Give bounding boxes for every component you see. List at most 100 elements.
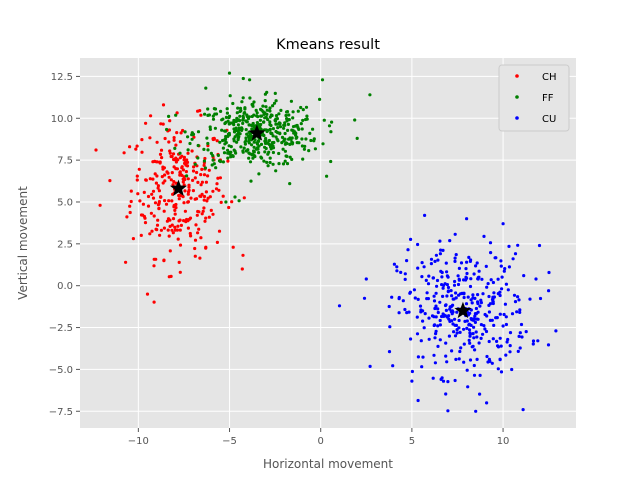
- data-point: [168, 218, 172, 222]
- data-point: [238, 114, 242, 118]
- data-point: [510, 367, 514, 372]
- data-point: [265, 90, 269, 94]
- y-tick-label: 12.5: [51, 72, 73, 83]
- data-point: [504, 315, 508, 319]
- data-point: [158, 152, 163, 156]
- data-point: [327, 124, 332, 128]
- data-point: [416, 242, 420, 247]
- data-point: [172, 180, 176, 184]
- data-point: [390, 295, 394, 299]
- data-point: [247, 123, 251, 127]
- data-point: [136, 192, 140, 196]
- data-point: [186, 200, 190, 204]
- data-point: [272, 101, 277, 105]
- data-point: [155, 228, 159, 232]
- centroid-star-icon: [454, 301, 472, 319]
- data-point: [231, 245, 235, 249]
- data-point: [452, 297, 456, 301]
- data-point: [477, 269, 481, 273]
- data-point: [297, 141, 301, 145]
- data-point: [387, 350, 392, 354]
- data-point: [443, 303, 448, 308]
- data-point: [248, 136, 252, 140]
- data-point: [453, 256, 457, 260]
- data-point: [191, 189, 195, 193]
- data-point: [489, 278, 493, 282]
- data-point: [182, 158, 186, 162]
- data-point: [487, 294, 491, 299]
- data-point: [226, 156, 230, 160]
- data-point: [220, 118, 224, 122]
- data-point: [203, 112, 207, 116]
- data-point: [151, 177, 155, 181]
- data-point: [488, 241, 493, 245]
- data-point: [164, 202, 169, 206]
- data-point: [392, 262, 396, 266]
- data-point: [446, 285, 451, 290]
- data-point: [475, 335, 479, 339]
- data-point: [301, 157, 305, 161]
- data-point: [151, 189, 156, 193]
- data-point: [423, 312, 427, 316]
- y-tick-label: −5.0: [49, 365, 73, 376]
- data-point: [171, 231, 175, 235]
- data-point: [179, 223, 183, 227]
- data-point: [501, 222, 505, 226]
- data-point: [286, 122, 290, 126]
- data-point: [484, 264, 488, 268]
- x-tick-label: 10: [497, 436, 510, 447]
- data-point: [176, 224, 180, 228]
- data-point: [472, 373, 477, 377]
- data-point: [508, 350, 512, 354]
- data-point: [235, 140, 239, 144]
- data-point: [261, 133, 266, 137]
- data-point: [239, 145, 243, 149]
- data-point: [511, 257, 515, 261]
- data-point: [487, 339, 491, 344]
- data-point: [156, 218, 160, 222]
- data-point: [226, 148, 230, 152]
- data-point: [291, 116, 295, 120]
- data-point: [207, 168, 211, 172]
- data-point: [438, 239, 442, 243]
- data-point: [207, 215, 211, 219]
- data-point: [467, 255, 471, 259]
- data-point: [208, 127, 212, 131]
- data-point: [199, 236, 203, 240]
- data-point: [186, 151, 190, 155]
- data-point: [284, 113, 288, 118]
- data-point: [128, 145, 132, 149]
- data-point: [242, 111, 246, 115]
- data-point: [202, 159, 206, 163]
- data-point: [154, 181, 158, 185]
- data-point: [399, 270, 403, 274]
- data-point: [270, 131, 274, 136]
- data-point: [300, 127, 304, 131]
- data-point: [506, 288, 510, 292]
- data-point: [531, 342, 535, 346]
- data-point: [259, 114, 263, 118]
- data-point: [416, 355, 420, 359]
- data-point: [496, 277, 500, 281]
- y-tick-label: 5.0: [57, 197, 73, 208]
- legend-label-ch: CH: [542, 72, 557, 83]
- data-point: [499, 264, 503, 268]
- data-point: [491, 297, 495, 301]
- data-point: [156, 184, 160, 188]
- data-point: [297, 127, 301, 131]
- data-point: [409, 337, 413, 341]
- data-point: [487, 303, 491, 307]
- data-point: [242, 146, 246, 150]
- data-point: [469, 277, 473, 281]
- data-point: [196, 130, 201, 134]
- data-point: [479, 323, 483, 327]
- data-point: [244, 128, 248, 132]
- data-point: [318, 97, 322, 101]
- data-point: [491, 337, 495, 341]
- data-point: [276, 126, 280, 130]
- data-point: [433, 336, 437, 340]
- data-point: [240, 267, 244, 271]
- data-point: [94, 148, 98, 152]
- data-point: [193, 176, 197, 180]
- data-point: [230, 200, 234, 204]
